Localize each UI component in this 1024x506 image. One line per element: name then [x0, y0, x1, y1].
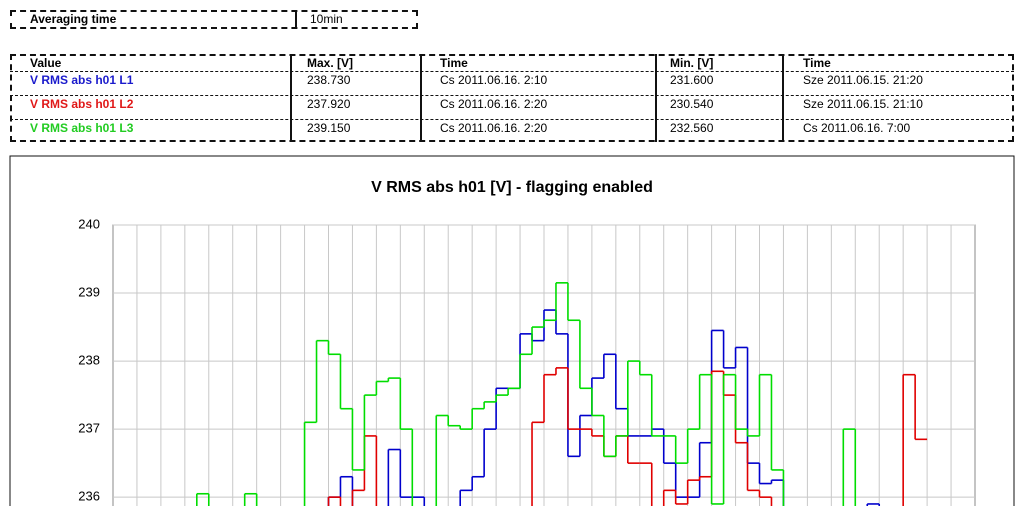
column-header: Time	[803, 56, 831, 70]
table-cell: 232.560	[670, 121, 714, 135]
table-cell: Sze 2011.06.15. 21:20	[803, 73, 923, 87]
y-tick-label: 238	[78, 353, 100, 368]
column-header: Value	[30, 56, 62, 70]
row-label: V RMS abs h01 L2	[30, 97, 134, 111]
table-cell: Cs 2011.06.16. 2:10	[440, 73, 548, 87]
averaging-box	[10, 10, 418, 29]
table-cell: Cs 2011.06.16. 7:00	[803, 121, 911, 135]
row-label: V RMS abs h01 L1	[30, 73, 134, 87]
column-divider	[782, 54, 784, 142]
table-cell: 231.600	[670, 73, 714, 87]
table-cell: 239.150	[307, 121, 351, 135]
table-cell: 238.730	[307, 73, 351, 87]
averaging-value: 10min	[310, 12, 343, 26]
column-header: Max. [V]	[307, 56, 354, 70]
y-tick-label: 236	[78, 489, 100, 504]
table-cell: 237.920	[307, 97, 351, 111]
divider	[295, 10, 297, 29]
y-tick-label: 239	[78, 284, 100, 299]
table-cell: Cs 2011.06.16. 2:20	[440, 121, 548, 135]
summary-table	[10, 54, 1014, 142]
column-divider	[290, 54, 292, 142]
column-divider	[655, 54, 657, 142]
column-divider	[420, 54, 422, 142]
y-tick-label: 240	[78, 216, 100, 231]
row-label: V RMS abs h01 L3	[30, 121, 134, 135]
table-cell: Cs 2011.06.16. 2:20	[440, 97, 548, 111]
row-divider	[10, 119, 1014, 120]
chart-frame	[9, 155, 1015, 506]
column-header: Min. [V]	[670, 56, 714, 70]
column-header: Time	[440, 56, 468, 70]
row-divider	[10, 95, 1014, 96]
row-divider	[10, 71, 1014, 72]
table-cell: Sze 2011.06.15. 21:10	[803, 97, 923, 111]
table-cell: 230.540	[670, 97, 714, 111]
averaging-label: Averaging time	[30, 12, 117, 26]
plot-lines	[196, 282, 928, 506]
chart-title: V RMS abs h01 [V] - flagging enabled	[371, 179, 653, 196]
y-tick-label: 237	[78, 421, 100, 436]
